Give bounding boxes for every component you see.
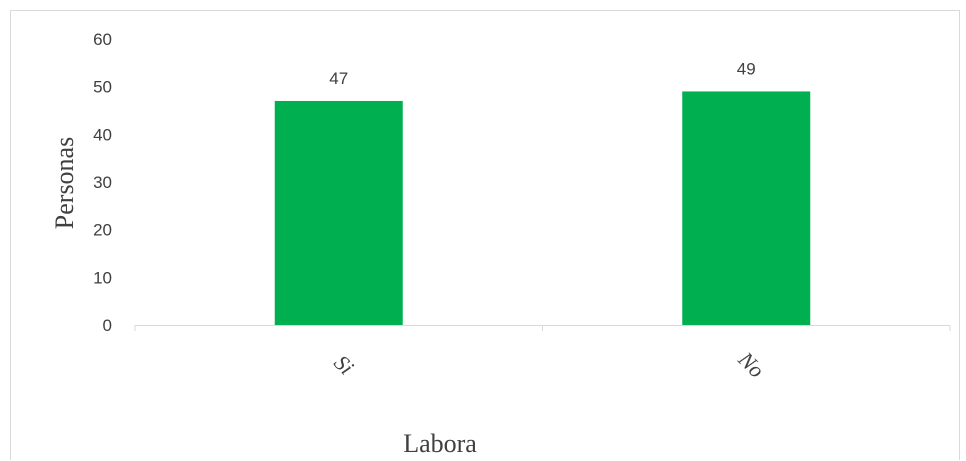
chart-frame	[10, 10, 960, 460]
y-tick-label: 50	[93, 78, 112, 97]
y-tick-label: 20	[93, 221, 112, 240]
bar-no	[682, 91, 811, 325]
y-tick-label: 10	[93, 268, 112, 287]
y-axis-title: Personas	[50, 137, 79, 229]
data-label-si: 47	[329, 69, 348, 88]
y-tick-label: 0	[103, 316, 112, 335]
x-axis-tick-marks	[134, 325, 951, 331]
data-labels: 47 49	[329, 59, 755, 88]
bar-si	[274, 100, 403, 325]
category-label-no: No	[733, 346, 770, 383]
x-axis-title: Labora	[403, 429, 477, 458]
y-tick-label: 60	[93, 30, 112, 49]
category-label-si: Si	[329, 350, 359, 380]
bars	[274, 91, 811, 325]
category-labels: Si No	[329, 346, 769, 383]
data-label-no: 49	[737, 59, 756, 78]
y-tick-label: 40	[93, 125, 112, 144]
y-axis-ticks: 0 10 20 30 40 50 60	[93, 30, 112, 335]
y-tick-label: 30	[93, 173, 112, 192]
